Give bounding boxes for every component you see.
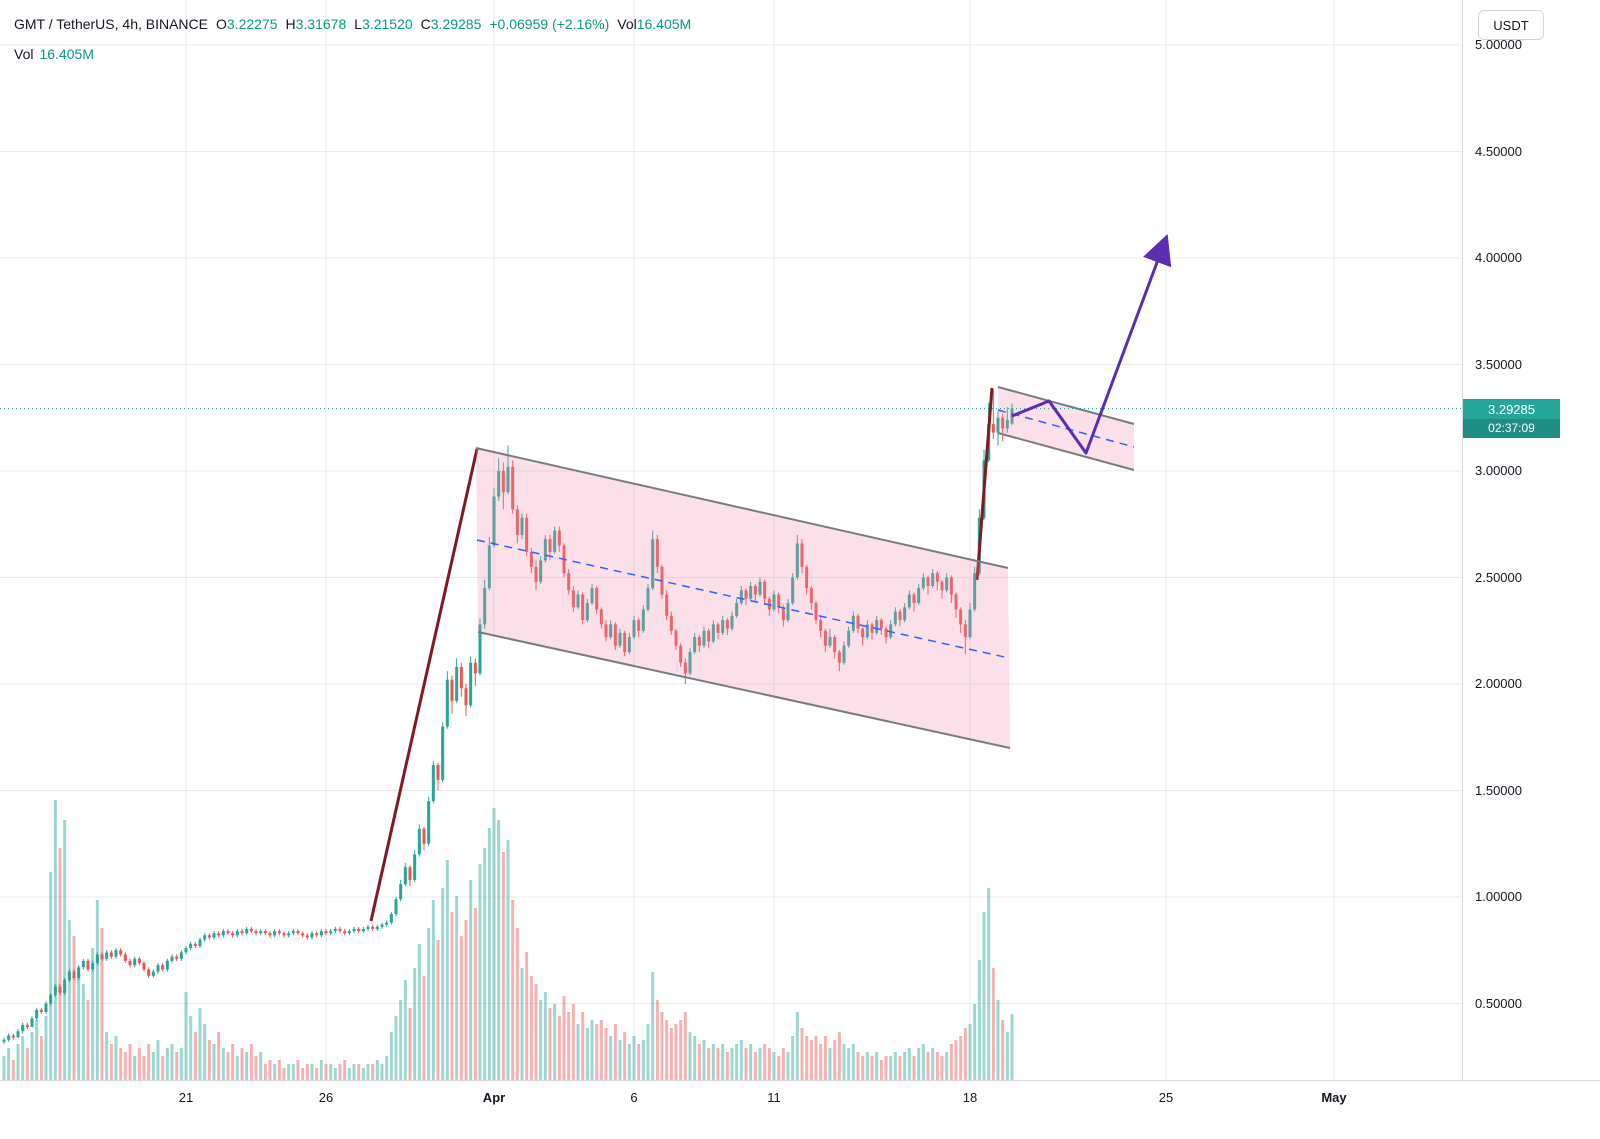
currency-unit-button[interactable]: USDT (1478, 10, 1544, 40)
price-change: +0.06959 (+2.16%) (489, 16, 610, 32)
price-tick-label: 3.00000 (1475, 463, 1522, 478)
ohlc-open-label: O (216, 16, 227, 32)
time-tick-label: 26 (318, 1090, 334, 1105)
price-tick-label: 2.00000 (1475, 676, 1522, 691)
time-axis[interactable]: 21 26 Apr 6 11 18 25 May (0, 1080, 1600, 1139)
chart-pane[interactable]: GMT / TetherUS, 4h, BINANCE O3.22275 H3.31… (0, 0, 1462, 1080)
symbol-title[interactable]: GMT / TetherUS, 4h, BINANCE (14, 16, 208, 32)
price-tick-label: 1.50000 (1475, 782, 1522, 798)
volume-label: Vol (617, 16, 637, 32)
price-tick-label: 4.00000 (1475, 250, 1522, 265)
price-axis[interactable]: USDT 3.29285 02:37:09 5.00000 4.50000 4.00… (1462, 0, 1600, 1080)
last-price-badge: 3.29285 02:37:09 (1463, 399, 1560, 438)
ohlc-high-label: H (285, 16, 296, 32)
volume-indicator-row: Vol 16.405M (14, 46, 691, 62)
ohlc-low-value: 3.21520 (362, 16, 413, 32)
time-tick-label: 25 (1158, 1090, 1174, 1105)
volume-indicator-label[interactable]: Vol (14, 46, 34, 62)
volume-indicator-value: 16.405M (39, 46, 94, 62)
price-tick-label: 4.50000 (1475, 143, 1522, 159)
time-tick-label: 11 (767, 1090, 781, 1105)
time-tick-label: 6 (630, 1090, 638, 1105)
chart-legend: GMT / TetherUS, 4h, BINANCE O3.22275 H3.31… (14, 16, 691, 62)
time-tick-label: 21 (178, 1090, 194, 1105)
ohlc-high-value: 3.31678 (295, 16, 347, 32)
ohlc-close-value: 3.29285 (430, 16, 482, 32)
time-tick-label: Apr (482, 1090, 506, 1105)
ohlc-close-label: C (420, 16, 431, 32)
price-tick-label: 5.00000 (1475, 37, 1522, 52)
time-tick-label: 18 (962, 1090, 978, 1105)
ohlc-low-label: L (354, 16, 363, 32)
chart-canvas[interactable] (0, 0, 1462, 1080)
price-tick-label: 3.50000 (1475, 356, 1522, 372)
price-tick-label: 2.50000 (1475, 569, 1522, 585)
ohlc-open-value: 3.22275 (226, 16, 278, 32)
time-tick-label: May (1321, 1090, 1347, 1105)
bar-countdown: 02:37:09 (1463, 419, 1560, 438)
symbol-info-row: GMT / TetherUS, 4h, BINANCE O3.22275 H3.31… (14, 16, 691, 38)
price-tick-label: 0.50000 (1475, 995, 1522, 1011)
price-tick-label: 1.00000 (1475, 889, 1522, 904)
last-price-value: 3.29285 (1463, 399, 1560, 419)
volume-value: 16.405M (636, 16, 692, 32)
